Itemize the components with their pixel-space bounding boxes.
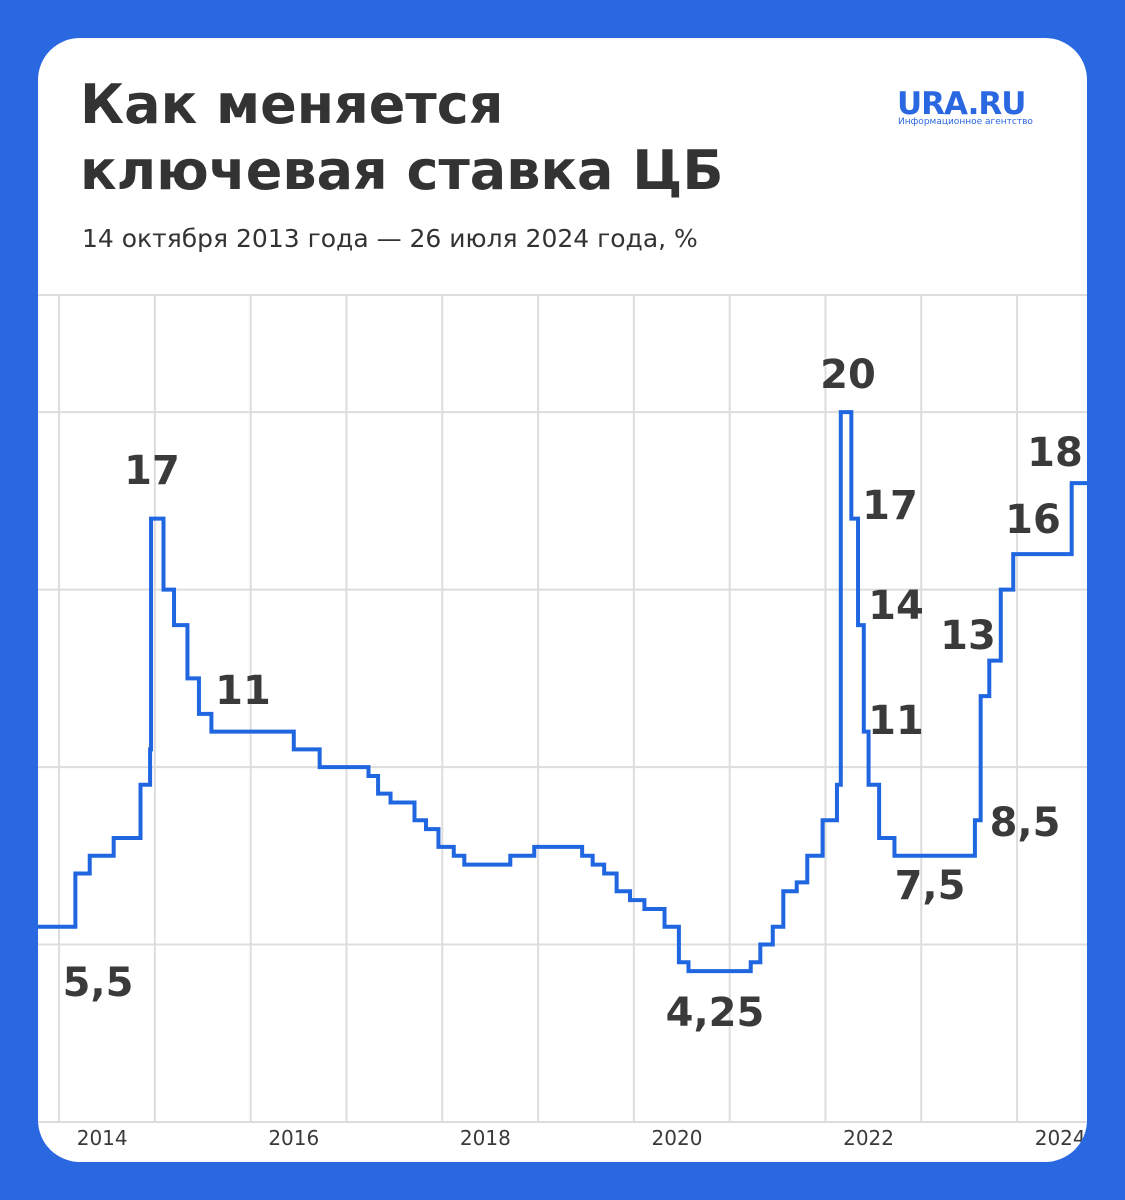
value-label: 11 (868, 698, 924, 744)
value-label: 16 (1005, 497, 1061, 543)
x-tick-label: 2014 (77, 1126, 128, 1150)
value-label: 17 (124, 448, 180, 494)
plot: 2014 2016 2018 2020 2022 2024 5,5 17 11 4,25 20 17 1… (38, 294, 1087, 1150)
value-label: 7,5 (895, 863, 966, 909)
value-label: 18 (1027, 430, 1083, 476)
subtitle: 14 октября 2013 года — 26 июля 2024 года… (82, 224, 698, 253)
value-label: 5,5 (63, 960, 134, 1006)
card (38, 38, 1087, 1162)
x-tick-label: 2018 (460, 1126, 511, 1150)
value-label: 14 (868, 583, 924, 629)
value-label: 20 (820, 352, 876, 398)
logo-tagline: Информационное агентство (898, 117, 1033, 127)
value-label: 11 (215, 668, 271, 714)
x-tick-label: 2020 (652, 1126, 703, 1150)
title: Как меняется ключевая ставка ЦБ (80, 73, 724, 202)
logo: URA.RU (897, 86, 1026, 122)
x-tick-label: 2022 (843, 1126, 894, 1150)
value-label: 4,25 (666, 990, 765, 1036)
value-label: 8,5 (990, 800, 1061, 846)
value-label: 17 (862, 483, 918, 529)
x-tick-label: 2016 (268, 1126, 319, 1150)
value-label: 13 (940, 613, 996, 659)
rate-line (38, 410, 1087, 974)
x-tick-label: 2024 (1035, 1126, 1086, 1150)
